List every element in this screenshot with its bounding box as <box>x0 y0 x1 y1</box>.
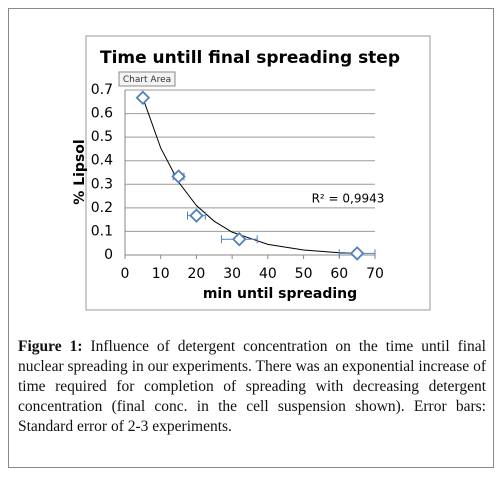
marker <box>232 231 247 247</box>
y-tick-label: 0.2 <box>91 200 113 216</box>
y-tick-label: 0.3 <box>91 176 113 192</box>
y-tick-label: 0 <box>104 247 113 263</box>
caption: Figure 1: Influence of detergent concent… <box>18 337 486 437</box>
marker <box>171 169 186 184</box>
tooltip-box <box>118 71 176 87</box>
x-tick-label: 20 <box>188 266 206 282</box>
chart-title: Time untill final spreading step <box>100 48 400 68</box>
x-tick-label: 60 <box>330 266 348 282</box>
x-axis-label: min until spreading <box>203 286 357 302</box>
tooltip: Chart Area <box>123 75 171 85</box>
y-axis-label: % Lipsol <box>72 139 88 204</box>
caption-text: Influence of detergent concentration on … <box>18 338 486 435</box>
y-tick-label: 0.5 <box>91 129 113 145</box>
x-tick-label: 30 <box>223 266 241 282</box>
x-tick-label: 10 <box>152 266 170 282</box>
y-tick-label: 0.6 <box>91 106 113 122</box>
marker <box>349 246 365 261</box>
marker <box>135 90 151 106</box>
figure-frame <box>8 8 494 468</box>
marker <box>189 208 204 223</box>
y-tick-label: 0.4 <box>91 153 113 169</box>
annotation: R² = 0,9943 <box>312 192 385 206</box>
x-tick-label: 70 <box>366 266 384 282</box>
x-tick-label: 0 <box>121 266 130 282</box>
chart: Time untill final spreading step Chart A… <box>72 35 431 311</box>
caption-label: Figure 1: <box>18 338 83 355</box>
y-tick-label: 0.7 <box>91 82 113 98</box>
x-tick-label: 40 <box>259 266 277 282</box>
x-tick-label: 50 <box>295 266 313 282</box>
y-tick-label: 0.1 <box>91 223 113 239</box>
trendline <box>142 97 358 254</box>
